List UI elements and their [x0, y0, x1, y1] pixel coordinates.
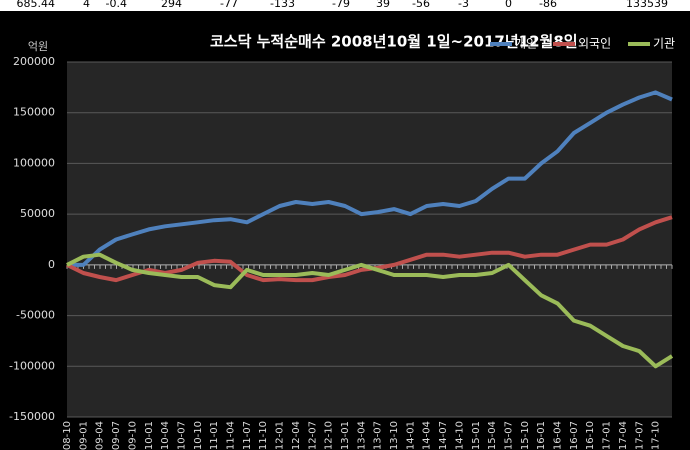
x-tick-label: 16-01	[536, 421, 547, 450]
x-tick-label: 09-10	[127, 421, 138, 450]
y-tick-label: -100000	[9, 359, 55, 372]
x-tick-label: 10-07	[176, 421, 187, 450]
x-tick-label: 15-01	[471, 421, 482, 450]
x-tick-label: 15-07	[503, 421, 514, 450]
cell-text: -0.4	[106, 0, 127, 10]
x-tick-label: 10-10	[193, 421, 204, 450]
x-tick-label: 14-04	[422, 421, 433, 450]
x-tick-label: 13-04	[356, 421, 367, 450]
x-tick-label: 09-01	[78, 421, 89, 450]
y-tick-label: 50000	[20, 207, 55, 220]
x-tick-label: 16-04	[553, 421, 564, 450]
x-tick-label: 14-10	[454, 421, 465, 450]
legend-label: 개인	[515, 37, 537, 51]
y-tick-label: 100000	[13, 156, 55, 169]
cell-text: 4	[83, 0, 90, 10]
x-tick-label: 11-04	[226, 421, 237, 450]
cell-text: -56	[412, 0, 430, 10]
x-tick-label: 15-10	[520, 421, 531, 450]
y-tick-label: 0	[48, 258, 55, 271]
cell-text: 294	[161, 0, 182, 10]
series-line	[67, 90, 673, 267]
x-tick-label: 13-07	[373, 421, 384, 450]
x-tick-label: 10-01	[144, 421, 155, 450]
x-tick-label: 17-10	[651, 421, 662, 450]
legend-label: 외국인	[578, 37, 611, 51]
x-tick-label: 10-04	[160, 421, 171, 450]
x-tick-label: 09-04	[95, 421, 106, 450]
x-tick-label: 14-01	[405, 421, 416, 450]
x-tick-label: 16-07	[569, 421, 580, 450]
x-tick-label: 12-04	[291, 421, 302, 450]
x-tick-label: 11-10	[258, 421, 269, 450]
cell-text: 39	[376, 0, 390, 10]
x-tick-label: 08-10	[62, 421, 73, 450]
x-tick-label: 11-01	[209, 421, 220, 450]
chart-title: 코스닥 누적순매수 2008년10월 1일~2017년12월8일	[210, 33, 578, 51]
series-line	[66, 252, 674, 369]
cell-text: -133	[270, 0, 295, 10]
cell-text: 685.44	[17, 0, 56, 10]
x-tick-label: 13-10	[389, 421, 400, 450]
x-tick-label: 16-10	[585, 421, 596, 450]
cell-text: -3	[458, 0, 469, 10]
x-tick-label: 13-01	[340, 421, 351, 450]
legend-label: 기관	[653, 37, 675, 51]
x-tick-label: 17-04	[618, 421, 629, 450]
y-axis-label: 억원	[28, 40, 48, 53]
x-tick-label: 17-07	[634, 421, 645, 450]
y-tick-label: -150000	[9, 410, 55, 423]
cell-text: -77	[220, 0, 238, 10]
plot-area	[67, 62, 672, 417]
cell-text: -79	[332, 0, 350, 10]
x-tick-label: 12-10	[324, 421, 335, 450]
spreadsheet-row	[0, 0, 690, 11]
y-tick-label: 200000	[13, 55, 55, 68]
cell-text: 0	[505, 0, 512, 10]
x-tick-label: 12-01	[275, 421, 286, 450]
cell-text: -86	[539, 0, 557, 10]
y-tick-label: -50000	[16, 309, 55, 322]
x-tick-label: 12-07	[307, 421, 318, 450]
cell-text: 133539	[626, 0, 668, 10]
x-tick-label: 15-04	[487, 421, 498, 450]
x-tick-label: 11-07	[242, 421, 253, 450]
x-tick-label: 17-01	[602, 421, 613, 450]
y-tick-label: 150000	[13, 106, 55, 119]
x-tick-label: 14-07	[438, 421, 449, 450]
x-tick-label: 09-07	[111, 421, 122, 450]
